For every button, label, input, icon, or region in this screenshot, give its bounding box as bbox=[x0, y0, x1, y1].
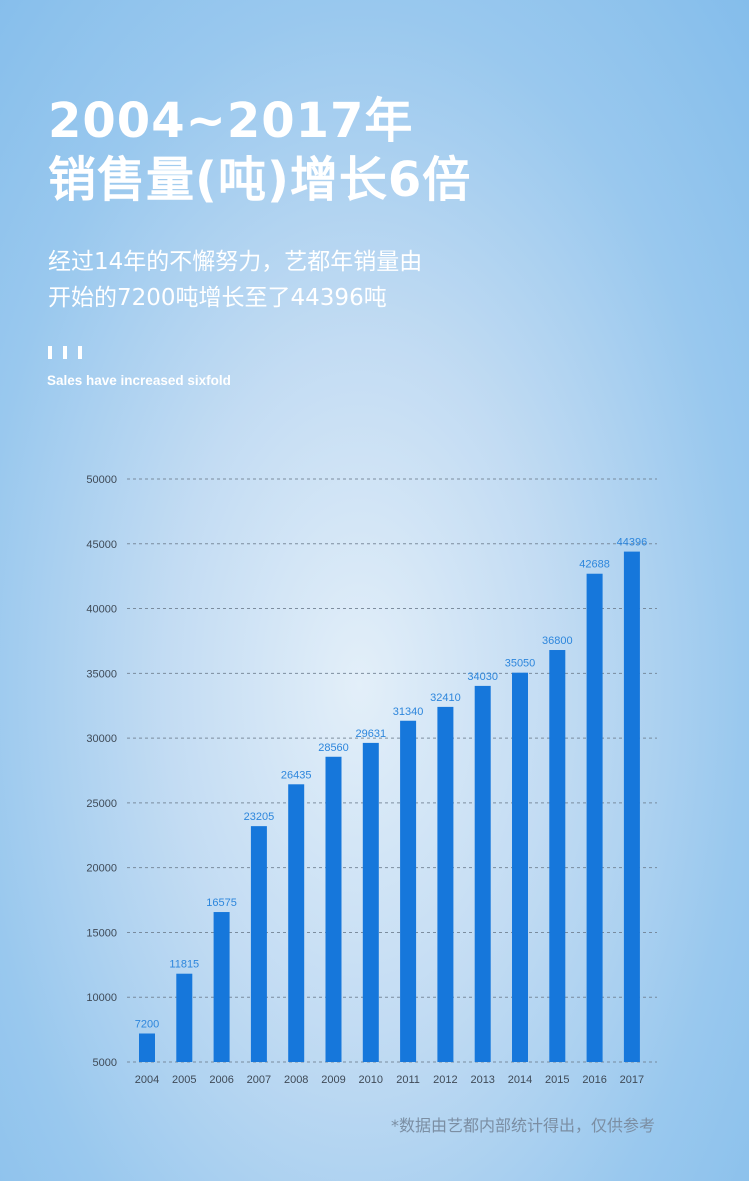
x-tick-label: 2016 bbox=[582, 1074, 606, 1086]
title-line-1: 2004~2017年 bbox=[48, 93, 414, 149]
x-tick-label: 2015 bbox=[545, 1074, 569, 1086]
bar bbox=[586, 573, 603, 1062]
bar bbox=[549, 650, 566, 1062]
bar bbox=[250, 826, 267, 1062]
y-tick-label: 5000 bbox=[93, 1057, 117, 1069]
data-label: 44396 bbox=[617, 537, 648, 549]
bar bbox=[139, 1033, 155, 1062]
x-tick-label: 2009 bbox=[321, 1074, 345, 1086]
y-tick-label: 30000 bbox=[86, 733, 117, 745]
x-tick-label: 2010 bbox=[359, 1074, 383, 1086]
x-tick-label: 2006 bbox=[209, 1074, 233, 1086]
mark-bar bbox=[48, 346, 52, 359]
y-tick-label: 20000 bbox=[86, 863, 117, 875]
y-tick-label: 10000 bbox=[86, 992, 117, 1004]
mark-bar bbox=[78, 346, 82, 359]
data-label: 7200 bbox=[135, 1018, 159, 1030]
bar bbox=[325, 756, 342, 1062]
x-tick-label: 2004 bbox=[135, 1074, 159, 1086]
x-tick-label: 2011 bbox=[396, 1074, 420, 1086]
x-tick-label: 2017 bbox=[620, 1074, 644, 1086]
x-axis: 2004 2005 2006 2007 2008 2009 2010 2011 2012 2013… bbox=[135, 1074, 644, 1086]
x-tick-label: 2014 bbox=[508, 1074, 532, 1086]
bar bbox=[623, 551, 640, 1062]
data-label: 35050 bbox=[505, 658, 536, 670]
footnote: *数据由艺都内部统计得出，仅供参考 bbox=[390, 1116, 655, 1135]
y-tick-label: 35000 bbox=[86, 668, 117, 680]
bars bbox=[139, 551, 640, 1062]
grid-layer bbox=[127, 478, 657, 1063]
y-axis: 5000 10000 15000 20000 25000 30000 35000 40000 4… bbox=[86, 474, 117, 1069]
bar bbox=[474, 685, 491, 1062]
bar bbox=[437, 706, 454, 1062]
data-label: 29631 bbox=[356, 728, 387, 740]
data-label: 32410 bbox=[430, 692, 461, 704]
data-label: 11815 bbox=[169, 959, 199, 971]
data-label: 26435 bbox=[281, 769, 312, 781]
data-label: 16575 bbox=[206, 897, 237, 909]
decorative-marks bbox=[48, 346, 82, 359]
subtitle-line-1: 经过14年的不懈努力，艺都年销量由 bbox=[48, 249, 423, 275]
y-tick-label: 25000 bbox=[86, 798, 117, 810]
data-label: 36800 bbox=[542, 635, 573, 647]
data-label: 31340 bbox=[393, 706, 424, 718]
x-tick-label: 2007 bbox=[247, 1074, 271, 1086]
data-label: 42688 bbox=[579, 559, 610, 571]
y-tick-label: 40000 bbox=[86, 604, 117, 616]
value-labels: 7200 11815 16575 23205 26435 28560 29631 31340 3… bbox=[135, 537, 647, 1031]
bar bbox=[288, 784, 305, 1062]
bar bbox=[213, 912, 230, 1062]
x-tick-label: 2005 bbox=[172, 1074, 196, 1086]
x-tick-label: 2013 bbox=[470, 1074, 494, 1086]
y-tick-label: 50000 bbox=[86, 474, 117, 486]
x-tick-label: 2012 bbox=[433, 1074, 457, 1086]
y-tick-label: 15000 bbox=[86, 927, 117, 939]
page-title: 2004~2017年 销售量(吨)增长6倍 bbox=[48, 92, 471, 210]
sales-bar-chart: 5000 10000 15000 20000 25000 30000 35000 40000 4… bbox=[86, 474, 657, 1086]
mark-bar bbox=[63, 346, 67, 359]
bar bbox=[362, 742, 379, 1062]
bar bbox=[176, 973, 193, 1062]
data-label: 34030 bbox=[467, 671, 498, 683]
x-tick-label: 2008 bbox=[284, 1074, 308, 1086]
subtitle-line-2: 开始的7200吨增长至了44396吨 bbox=[48, 285, 387, 311]
bar bbox=[400, 720, 417, 1062]
data-label: 23205 bbox=[244, 811, 275, 823]
bar bbox=[512, 672, 528, 1062]
subtitle: 经过14年的不懈努力，艺都年销量由 开始的7200吨增长至了44396吨 bbox=[48, 244, 422, 316]
title-line-2: 销售量(吨)增长6倍 bbox=[48, 152, 472, 208]
english-tagline: Sales have increased sixfold bbox=[47, 373, 231, 388]
data-label: 28560 bbox=[318, 742, 349, 754]
y-tick-label: 45000 bbox=[86, 539, 117, 551]
